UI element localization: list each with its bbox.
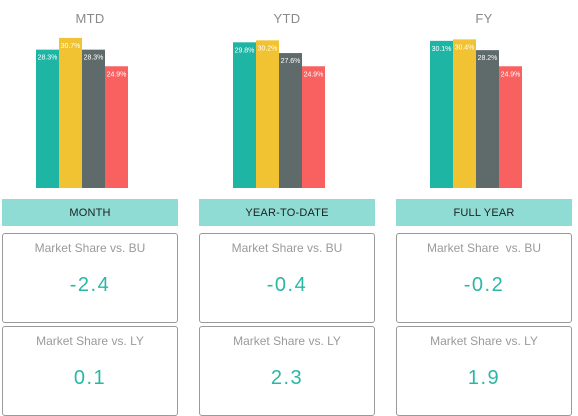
period-band: MONTH <box>2 199 178 226</box>
fy-panel: FY 30.1% 30.4% 28.2% 24.9% FULL YEAR Market… <box>396 0 572 416</box>
bar-data-label: 24.9% <box>304 71 324 78</box>
bar <box>59 37 82 189</box>
card-label: Market Share vs. LY <box>430 334 538 348</box>
market-share-vs-bu-card: Market Share vs. BU -2.4 <box>2 233 178 323</box>
fy-chart: 30.1% 30.4% 28.2% 24.9% <box>396 30 572 190</box>
bar-chart-svg: 28.3%30.7%28.3% 24.9% <box>36 37 128 189</box>
market-share-vs-ly-card: Market Share vs. LY 1.9 <box>396 326 572 416</box>
bar-data-label: 24.9% <box>501 71 521 78</box>
bar <box>430 40 453 188</box>
bar-chart-svg: 29.8% 30.2%27.6%24.9% <box>233 40 325 188</box>
market-share-vs-ly-card: Market Share vs. LY 0.1 <box>2 326 178 416</box>
bar-data-label: 30.7% <box>61 43 81 50</box>
bar <box>105 66 128 188</box>
bar-data-label: 24.9% <box>107 71 127 78</box>
card-value: -2.4 <box>69 274 111 296</box>
card-value: 0.1 <box>73 367 107 389</box>
bar <box>233 42 256 188</box>
bar <box>36 49 59 189</box>
bar-data-label: 28.2% <box>478 55 498 62</box>
bar-data-label: 30.1% <box>432 46 452 53</box>
market-share-vs-bu-card: Market Share vs. BU -0.4 <box>199 233 375 323</box>
card-label: Market Share vs. BU <box>426 241 542 255</box>
bar <box>302 66 325 188</box>
bar <box>279 53 302 188</box>
bar <box>256 40 279 188</box>
card-value: -0.2 <box>463 274 505 296</box>
bar <box>499 66 522 188</box>
bar-data-label: 27.6% <box>281 58 301 65</box>
bar-data-label: 28.3% <box>84 55 104 62</box>
chart-title: FY <box>475 11 493 26</box>
ytd-chart: 29.8% 30.2% 27.6% 24.9% <box>199 30 375 190</box>
market-share-vs-ly-card: Market Share vs. LY 2.3 <box>199 326 375 416</box>
bar <box>453 39 476 188</box>
bar <box>476 50 499 188</box>
card-value: 1.9 <box>467 367 501 389</box>
card-label: Market Share vs. LY <box>36 334 144 348</box>
bar <box>82 49 105 189</box>
market-share-vs-bu-card: Market Share vs. BU -0.2 <box>396 233 572 323</box>
bar-data-label: 30.2% <box>258 45 278 52</box>
card-value: -0.4 <box>266 274 308 296</box>
bar-chart-svg: 30.1% 30.4%28.2% 24.9% <box>430 39 522 188</box>
period-band: YEAR-TO-DATE <box>199 199 375 226</box>
bar-data-label: 30.4% <box>455 44 475 51</box>
card-label: Market Share vs. BU <box>231 241 343 255</box>
chart-title: YTD <box>273 11 301 26</box>
card-label: Market Share vs. LY <box>233 334 341 348</box>
ytd-panel: YTD 29.8% 30.2% 27.6% 24.9% YEAR-TO-DATE Ma… <box>199 0 375 416</box>
mtd-panel: MTD 28.3% 30.7% 28.3% 24.9% MONTH Market Sh… <box>2 0 178 416</box>
bar-data-label: 29.8% <box>235 47 255 54</box>
card-label: Market Share vs. BU <box>34 241 146 255</box>
bar-data-label: 28.3% <box>38 55 58 62</box>
mtd-chart: 28.3% 30.7% 28.3% 24.9% <box>2 30 178 190</box>
chart-title: MTD <box>75 11 105 26</box>
period-band: FULL YEAR <box>396 199 572 226</box>
card-value: 2.3 <box>270 367 304 389</box>
